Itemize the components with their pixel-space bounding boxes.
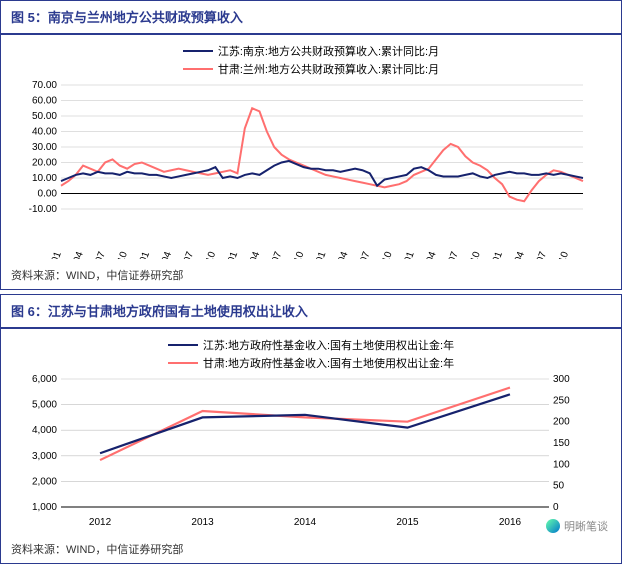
legend-label: 甘肃:兰州:地方公共财政预算收入:累计同比:月 [218, 61, 439, 77]
svg-text:0.00: 0.00 [38, 189, 58, 200]
svg-text:300: 300 [553, 374, 570, 385]
watermark-icon [546, 519, 560, 533]
svg-text:2013-01: 2013-01 [129, 250, 152, 259]
figure-6-title-bar: 图 6：江苏与甘肃地方政府国有土地使用权出让收入 [1, 295, 621, 329]
svg-text:1,000: 1,000 [32, 502, 57, 513]
svg-text:2015-01: 2015-01 [306, 250, 329, 259]
svg-text:2016-07: 2016-07 [438, 250, 461, 259]
svg-text:2015-04: 2015-04 [328, 250, 351, 259]
svg-text:2015: 2015 [396, 517, 419, 528]
figure-6-legend: 甘肃:地方政府性基金收入:国有土地使用权出让金:年 [13, 355, 609, 371]
svg-text:2014-01: 2014-01 [217, 250, 240, 259]
svg-text:2016-10: 2016-10 [460, 250, 483, 259]
svg-text:50: 50 [553, 481, 565, 492]
svg-text:50.00: 50.00 [32, 111, 57, 122]
svg-text:2,000: 2,000 [32, 476, 57, 487]
legend-item-gansu: 甘肃:地方政府性基金收入:国有土地使用权出让金:年 [168, 355, 454, 371]
svg-text:2012: 2012 [89, 517, 112, 528]
svg-text:200: 200 [553, 417, 570, 428]
legend-label: 甘肃:地方政府性基金收入:国有土地使用权出让金:年 [203, 355, 454, 371]
legend-line-icon [168, 344, 198, 347]
svg-text:2014-10: 2014-10 [284, 250, 307, 259]
figure-5-legend: 江苏:南京:地方公共财政预算收入:累计同比:月 [13, 43, 609, 59]
svg-text:2016: 2016 [499, 517, 522, 528]
watermark: 明晰笔谈 [546, 518, 608, 534]
svg-text:250: 250 [553, 395, 570, 406]
legend-item-lanzhou: 甘肃:兰州:地方公共财政预算收入:累计同比:月 [183, 61, 439, 77]
legend-label: 江苏:地方政府性基金收入:国有土地使用权出让金:年 [203, 337, 454, 353]
figure-5-legend: 甘肃:兰州:地方公共财政预算收入:累计同比:月 [13, 61, 609, 77]
figure-5-source: 资料来源：WIND，中信证券研究部 [1, 263, 621, 289]
svg-text:2014-04: 2014-04 [239, 250, 262, 259]
svg-text:2016-04: 2016-04 [416, 250, 439, 259]
svg-text:2017-04: 2017-04 [504, 250, 527, 259]
figure-5: 图 5：南京与兰州地方公共财政预算收入 江苏:南京:地方公共财政预算收入:累计同… [0, 0, 622, 290]
svg-text:2012-04: 2012-04 [63, 250, 86, 259]
figure-5-title: 图 5：南京与兰州地方公共财政预算收入 [11, 10, 243, 25]
svg-text:20.00: 20.00 [32, 158, 57, 169]
svg-text:6,000: 6,000 [32, 374, 57, 385]
svg-text:2017-07: 2017-07 [526, 250, 549, 259]
svg-text:-10.00: -10.00 [29, 204, 58, 215]
figure-6-title: 图 6：江苏与甘肃地方政府国有土地使用权出让收入 [11, 304, 308, 319]
svg-text:2016-01: 2016-01 [394, 250, 417, 259]
svg-text:10.00: 10.00 [32, 173, 57, 184]
legend-item-nanjing: 江苏:南京:地方公共财政预算收入:累计同比:月 [183, 43, 439, 59]
svg-text:30.00: 30.00 [32, 142, 57, 153]
svg-text:2017-10: 2017-10 [548, 250, 571, 259]
svg-text:60.00: 60.00 [32, 96, 57, 107]
svg-text:0: 0 [553, 502, 559, 513]
legend-label: 江苏:南京:地方公共财政预算收入:累计同比:月 [218, 43, 439, 59]
svg-text:3,000: 3,000 [32, 451, 57, 462]
svg-text:2014-07: 2014-07 [261, 250, 284, 259]
svg-text:4,000: 4,000 [32, 425, 57, 436]
svg-text:5,000: 5,000 [32, 400, 57, 411]
figure-6-legend: 江苏:地方政府性基金收入:国有土地使用权出让金:年 [13, 337, 609, 353]
svg-text:100: 100 [553, 459, 570, 470]
chart-svg: -10.00 0.00 10.00 20.00 30.00 40.00 50.00 60.00… [13, 79, 593, 259]
svg-text:2013-10: 2013-10 [195, 250, 218, 259]
svg-text:2013: 2013 [191, 517, 214, 528]
watermark-text: 明晰笔谈 [564, 518, 608, 534]
svg-text:2015-07: 2015-07 [350, 250, 373, 259]
svg-text:2013-04: 2013-04 [151, 250, 174, 259]
figure-6-chart: 江苏:地方政府性基金收入:国有土地使用权出让金:年 甘肃:地方政府性基金收入:国… [1, 329, 621, 537]
svg-text:2012-01: 2012-01 [41, 250, 64, 259]
svg-text:2015-10: 2015-10 [372, 250, 395, 259]
svg-text:70.00: 70.00 [32, 80, 57, 91]
svg-text:2014: 2014 [294, 517, 317, 528]
figure-5-chart: 江苏:南京:地方公共财政预算收入:累计同比:月 甘肃:兰州:地方公共财政预算收入… [1, 35, 621, 263]
svg-text:150: 150 [553, 438, 570, 449]
svg-text:2017-01: 2017-01 [482, 250, 505, 259]
svg-text:2012-10: 2012-10 [107, 250, 130, 259]
legend-line-icon [183, 68, 213, 71]
legend-line-icon [168, 362, 198, 365]
figure-6: 图 6：江苏与甘肃地方政府国有土地使用权出让收入 江苏:地方政府性基金收入:国有… [0, 294, 622, 564]
svg-text:40.00: 40.00 [32, 127, 57, 138]
legend-line-icon [183, 50, 213, 53]
svg-text:2012-07: 2012-07 [85, 250, 108, 259]
legend-item-jiangsu: 江苏:地方政府性基金收入:国有土地使用权出让金:年 [168, 337, 454, 353]
svg-text:2013-07: 2013-07 [173, 250, 196, 259]
figure-5-title-bar: 图 5：南京与兰州地方公共财政预算收入 [1, 1, 621, 35]
figure-6-source: 资料来源：WIND，中信证券研究部 [1, 537, 621, 563]
chart-svg: 1,000 2,000 3,000 4,000 5,000 6,000 0 50 100 150 2… [13, 373, 593, 533]
